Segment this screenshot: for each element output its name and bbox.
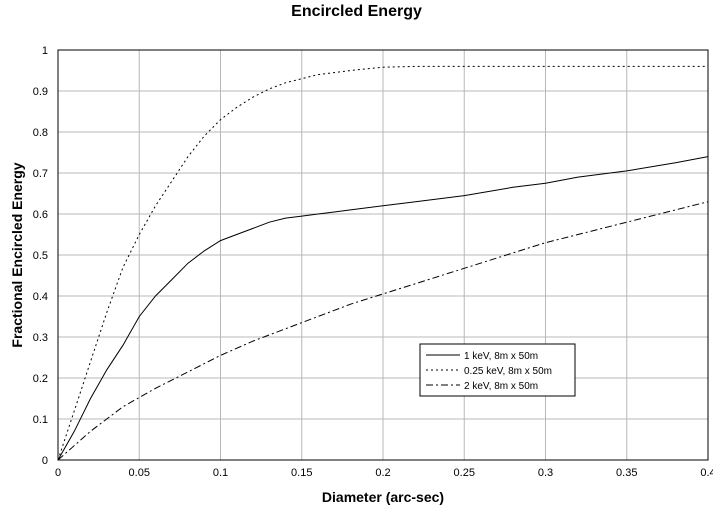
x-tick-label: 0.35 (616, 467, 637, 479)
series-line-2 (57, 65, 708, 461)
x-tick-label: 0.2 (375, 467, 390, 479)
x-axis-label: Diameter (arc-sec) (322, 489, 444, 505)
x-tick-label: 0.3 (538, 467, 553, 479)
x-tick-label: 0.1 (213, 467, 228, 479)
chart-title: Encircled Energy (291, 3, 422, 20)
y-tick-label: 0.2 (33, 373, 48, 385)
y-axis-label: Fractional Encircled Energy (9, 162, 25, 347)
y-tick-label: 0.4 (33, 291, 48, 303)
x-tick-label: 0.15 (291, 467, 312, 479)
x-tick-label: 0.4 (700, 467, 713, 479)
y-tick-label: 0.5 (33, 250, 48, 262)
y-tick-label: 0.6 (33, 209, 48, 221)
legend-label-2: 0.25 keV, 8m x 50m (464, 366, 552, 377)
x-tick-label: 0 (55, 467, 61, 479)
plot-frame (57, 49, 709, 461)
x-tick-label: 0.25 (454, 467, 475, 479)
legend-label-1: 1 keV, 8m x 50m (464, 351, 538, 362)
legend-box (419, 343, 576, 397)
y-tick-label: 1 (42, 45, 48, 57)
y-tick-label: 0 (42, 455, 48, 467)
x-tick-label: 0.05 (129, 467, 150, 479)
y-tick-label: 0.1 (33, 414, 48, 426)
legend-label-3: 2 keV, 8m x 50m (464, 381, 538, 392)
y-tick-label: 0.9 (33, 86, 48, 98)
series-line-1 (57, 156, 709, 461)
y-tick-label: 0.8 (33, 127, 48, 139)
y-tick-label: 0.3 (33, 332, 48, 344)
y-tick-label: 0.7 (33, 168, 48, 180)
